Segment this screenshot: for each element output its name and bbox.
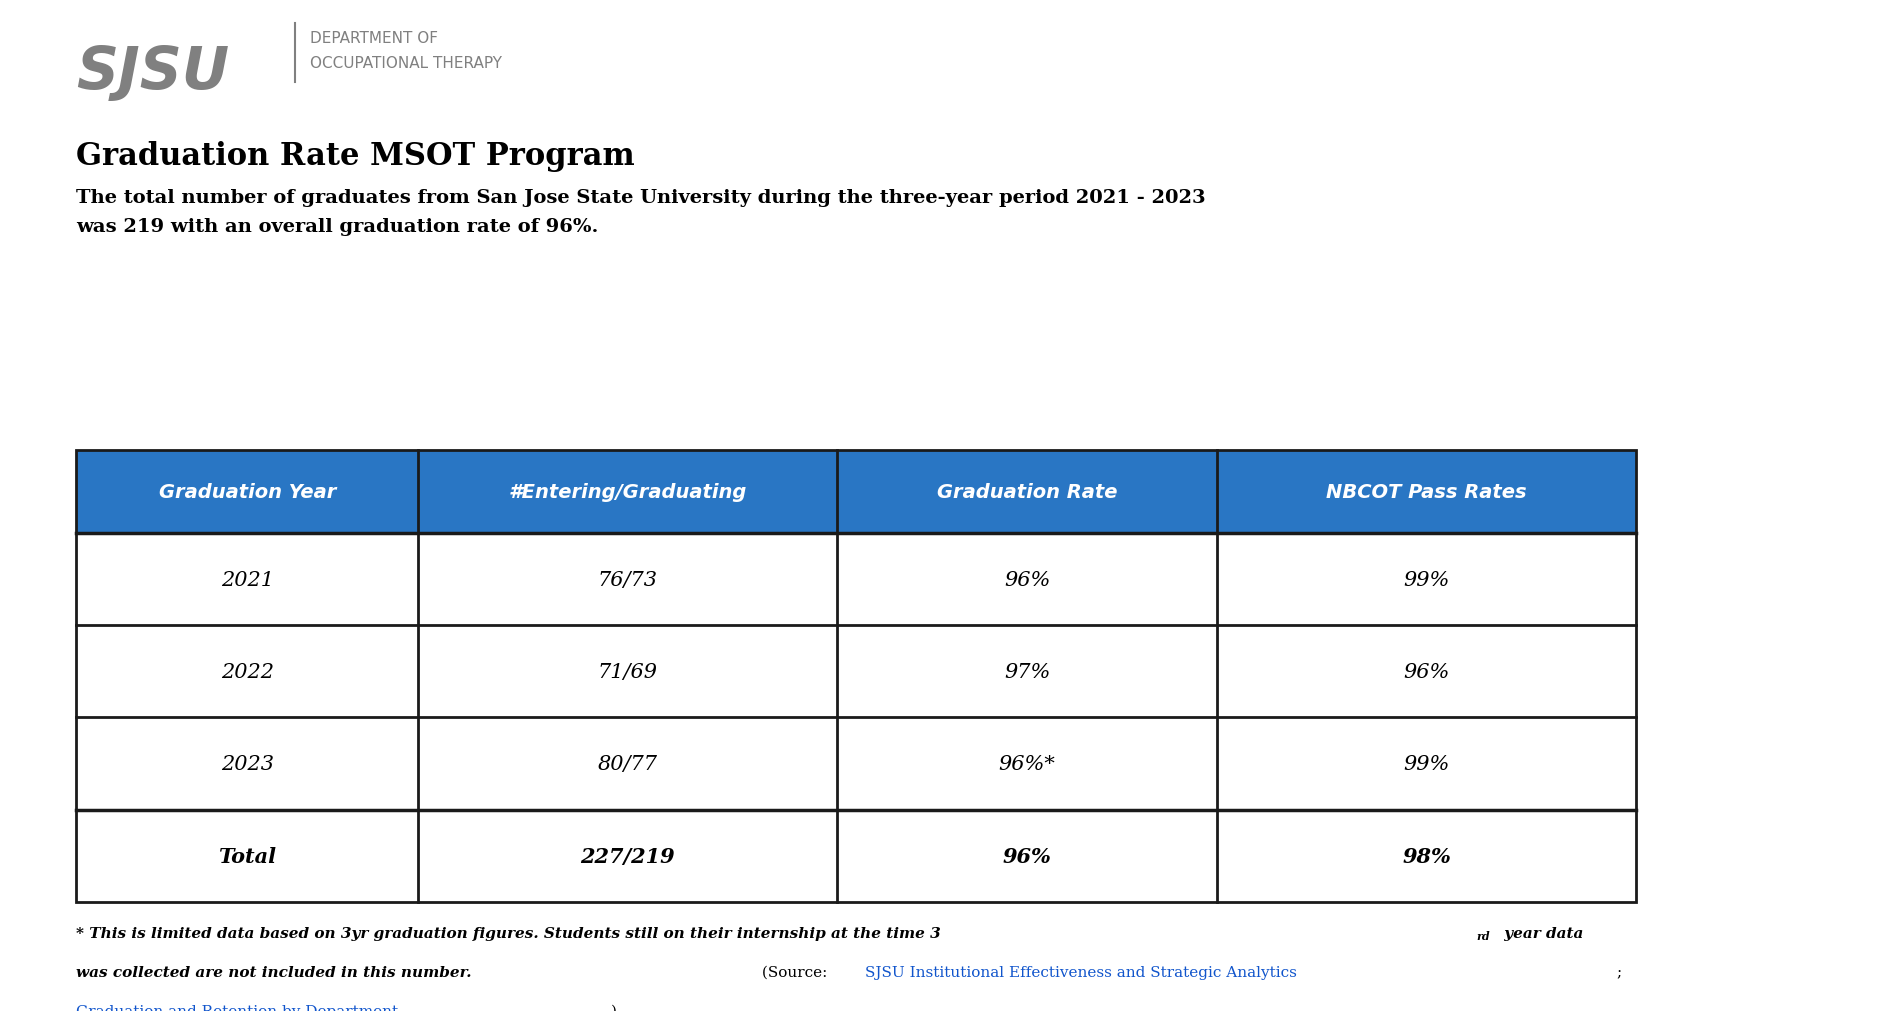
Text: SJSU Institutional Effectiveness and Strategic Analytics: SJSU Institutional Effectiveness and Str… [865,964,1297,979]
Text: NBCOT Pass Rates: NBCOT Pass Rates [1326,482,1527,501]
Text: ): ) [611,1004,616,1011]
FancyBboxPatch shape [76,534,1636,626]
Text: was 219 with an overall graduation rate of 96%.: was 219 with an overall graduation rate … [76,218,599,237]
Text: 96%: 96% [1002,846,1052,865]
FancyBboxPatch shape [76,810,1636,902]
Text: 76/73: 76/73 [597,570,658,589]
Text: 2022: 2022 [221,662,274,681]
Text: SJSU: SJSU [76,43,230,100]
Text: #Entering/Graduating: #Entering/Graduating [508,482,747,501]
Text: DEPARTMENT OF: DEPARTMENT OF [310,31,437,47]
Text: 96%: 96% [1004,570,1050,589]
Text: Graduation Rate: Graduation Rate [938,482,1116,501]
Text: 97%: 97% [1004,662,1050,681]
Text: 227/219: 227/219 [580,846,675,865]
Text: * This is limited data based on 3yr graduation figures. Students still on their : * This is limited data based on 3yr grad… [76,926,941,940]
Text: 96%: 96% [1404,662,1449,681]
Text: 99%: 99% [1404,570,1449,589]
Text: 98%: 98% [1402,846,1451,865]
Text: 80/77: 80/77 [597,754,658,773]
Text: Graduation and Retention by Department: Graduation and Retention by Department [76,1004,398,1011]
Text: was collected are not included in this number.: was collected are not included in this n… [76,964,472,979]
Text: OCCUPATIONAL THERAPY: OCCUPATIONAL THERAPY [310,57,502,71]
FancyBboxPatch shape [76,451,1636,534]
Text: year data: year data [1499,926,1582,940]
Text: 71/69: 71/69 [597,662,658,681]
FancyBboxPatch shape [76,626,1636,718]
Text: 99%: 99% [1404,754,1449,773]
Text: 2021: 2021 [221,570,274,589]
Text: 96%*: 96%* [999,754,1056,773]
Text: 2023: 2023 [221,754,274,773]
FancyBboxPatch shape [76,718,1636,810]
Text: Total: Total [219,846,276,865]
Text: (Source:: (Source: [757,964,833,979]
Text: The total number of graduates from San Jose State University during the three-ye: The total number of graduates from San J… [76,189,1206,207]
Text: ;: ; [1617,964,1622,979]
Text: Graduation Year: Graduation Year [158,482,337,501]
Text: Graduation Rate MSOT Program: Graduation Rate MSOT Program [76,141,635,172]
Text: rd: rd [1476,930,1489,941]
